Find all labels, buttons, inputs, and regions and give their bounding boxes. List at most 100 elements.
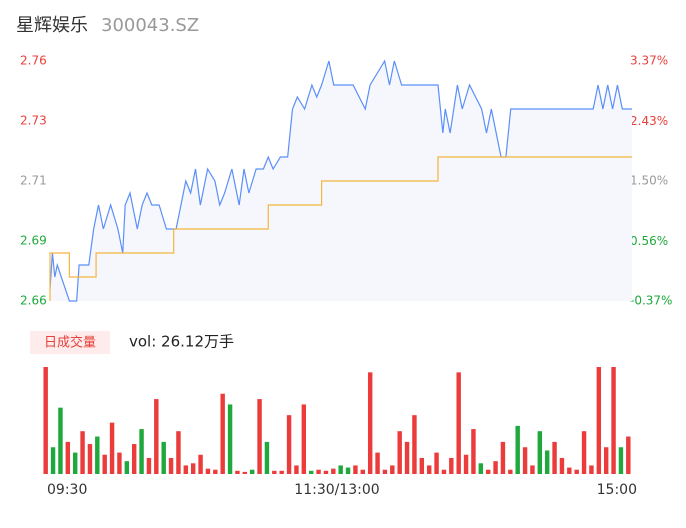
volume-bar bbox=[131, 444, 137, 474]
volume-bar bbox=[611, 367, 616, 474]
y-tick-label: 2.73 bbox=[20, 114, 47, 128]
y2-tick-label: 2.43% bbox=[630, 114, 668, 128]
volume-bar bbox=[323, 470, 329, 474]
volume-bar bbox=[176, 431, 181, 474]
volume-bar bbox=[404, 441, 410, 474]
volume-bar bbox=[589, 465, 594, 474]
volume-bar bbox=[124, 461, 130, 474]
volume-bar bbox=[279, 470, 284, 474]
y-tick-label: 2.66 bbox=[20, 294, 47, 308]
volume-bar bbox=[530, 465, 535, 474]
volume-bar bbox=[220, 393, 225, 474]
volume-bar bbox=[213, 469, 218, 474]
x-tick-label: 11:30/13:00 bbox=[294, 482, 379, 498]
volume-badge: 日成交量 bbox=[44, 335, 96, 351]
volume-bar bbox=[242, 471, 248, 474]
volume-bar bbox=[390, 465, 395, 474]
volume-bar bbox=[375, 452, 380, 474]
volume-bar bbox=[190, 463, 196, 474]
volume-bar bbox=[508, 469, 513, 474]
volume-bar bbox=[139, 429, 144, 474]
volume-bar bbox=[618, 447, 624, 474]
volume-bar bbox=[183, 465, 189, 474]
volume-bar bbox=[559, 457, 565, 474]
volume-bar bbox=[522, 447, 528, 474]
badge-bg bbox=[30, 331, 110, 354]
volume-bar bbox=[493, 461, 498, 474]
volume-bar bbox=[441, 469, 447, 474]
volume-bar bbox=[544, 450, 550, 474]
volume-bar bbox=[478, 463, 484, 474]
volume-bar bbox=[308, 470, 314, 474]
volume-bar bbox=[80, 431, 85, 474]
volume-bar bbox=[596, 367, 602, 474]
volume-bar bbox=[43, 367, 48, 474]
volume-summary: vol: 26.12万手 bbox=[129, 333, 234, 351]
volume-bar bbox=[419, 457, 425, 474]
volume-bar bbox=[449, 457, 454, 474]
volume-bar bbox=[500, 441, 506, 474]
y2-tick-label: -0.37% bbox=[630, 294, 672, 308]
volume-bar bbox=[95, 436, 100, 474]
volume-bar bbox=[338, 465, 343, 474]
volume-bar bbox=[382, 469, 388, 474]
volume-bar bbox=[205, 468, 211, 474]
volume-bar bbox=[316, 469, 321, 474]
volume-bar bbox=[109, 422, 115, 474]
stock-code: 300043.SZ bbox=[101, 15, 199, 36]
x-tick-label: 15:00 bbox=[597, 482, 637, 498]
volume-bar bbox=[294, 465, 299, 474]
volume-bar bbox=[434, 452, 439, 474]
volume-bar bbox=[227, 404, 233, 474]
price-line bbox=[49, 59, 632, 302]
volume-bar bbox=[50, 447, 56, 474]
volume-bar bbox=[397, 431, 402, 474]
y2-tick-label: 1.50% bbox=[630, 174, 668, 188]
volume-bar bbox=[471, 429, 476, 474]
y-tick-label: 2.71 bbox=[20, 174, 47, 188]
volume-bar bbox=[154, 399, 159, 474]
volume-bar bbox=[515, 425, 520, 474]
stock-name: 星辉娱乐 bbox=[16, 15, 88, 36]
volume-bar bbox=[168, 457, 174, 474]
volume-bar bbox=[552, 441, 557, 474]
volume-bar bbox=[301, 404, 307, 474]
volume-bar bbox=[331, 468, 336, 474]
volume-bar bbox=[345, 467, 351, 474]
volume-bar bbox=[360, 469, 366, 474]
volume-bar bbox=[102, 454, 107, 474]
volume-bar bbox=[58, 407, 63, 474]
volume-bar bbox=[603, 447, 609, 474]
volume-bar bbox=[367, 372, 373, 474]
volume-bar bbox=[146, 457, 152, 474]
y2-tick-label: 3.37% bbox=[630, 54, 668, 68]
volume-bar bbox=[161, 441, 166, 474]
volume-bar bbox=[456, 372, 461, 474]
volume-bar bbox=[574, 469, 579, 474]
volume-bar bbox=[485, 469, 491, 474]
volume-bar bbox=[257, 399, 262, 474]
y-tick-label: 2.69 bbox=[20, 234, 47, 248]
volume-bar bbox=[87, 444, 93, 474]
y2-tick-label: 0.56% bbox=[630, 234, 668, 248]
x-tick-label: 09:30 bbox=[47, 482, 87, 498]
volume-bar bbox=[235, 470, 240, 474]
volume-bar bbox=[581, 431, 587, 474]
volume-bar bbox=[272, 470, 277, 474]
volume-bar bbox=[353, 465, 358, 474]
volume-bar bbox=[426, 465, 432, 474]
volume-bar bbox=[626, 436, 631, 474]
y-tick-label: 2.76 bbox=[20, 54, 47, 68]
volume-bar bbox=[463, 454, 469, 474]
volume-bar bbox=[286, 415, 292, 474]
volume-bar bbox=[65, 441, 71, 474]
volume-bar bbox=[72, 452, 78, 474]
volume-bar bbox=[198, 454, 203, 474]
volume-bar bbox=[264, 441, 270, 474]
volume-bar bbox=[537, 431, 543, 474]
volume-bar bbox=[567, 467, 572, 474]
volume-bar bbox=[249, 469, 255, 474]
volume-bar bbox=[117, 452, 122, 474]
average-line bbox=[49, 156, 632, 301]
